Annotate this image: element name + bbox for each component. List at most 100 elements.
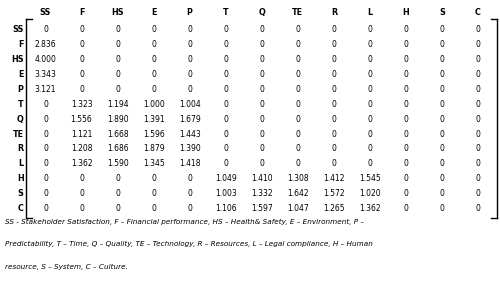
Text: 0: 0 xyxy=(440,25,444,34)
Text: 0: 0 xyxy=(151,55,156,64)
Text: 0: 0 xyxy=(224,159,228,168)
Text: 2.836: 2.836 xyxy=(34,40,56,49)
Text: 0: 0 xyxy=(440,115,444,124)
Text: 0: 0 xyxy=(187,85,192,94)
Text: L: L xyxy=(18,159,24,168)
Text: 0: 0 xyxy=(260,159,264,168)
Text: 0: 0 xyxy=(368,40,372,49)
Text: 1.443: 1.443 xyxy=(179,130,201,139)
Text: 1.000: 1.000 xyxy=(143,100,165,109)
Text: 1.194: 1.194 xyxy=(107,100,128,109)
Text: 0: 0 xyxy=(296,115,300,124)
Text: 0: 0 xyxy=(296,130,300,139)
Text: TE: TE xyxy=(292,8,304,17)
Text: 1.265: 1.265 xyxy=(323,204,344,213)
Text: resource, S – System, C – Culture.: resource, S – System, C – Culture. xyxy=(5,263,128,270)
Text: 0: 0 xyxy=(296,70,300,79)
Text: 0: 0 xyxy=(187,204,192,213)
Text: 0: 0 xyxy=(368,115,372,124)
Text: 0: 0 xyxy=(43,144,48,153)
Text: 0: 0 xyxy=(404,204,408,213)
Text: 0: 0 xyxy=(79,174,84,183)
Text: 0: 0 xyxy=(260,100,264,109)
Text: 0: 0 xyxy=(151,204,156,213)
Text: 0: 0 xyxy=(224,55,228,64)
Text: 1.121: 1.121 xyxy=(71,130,92,139)
Text: 0: 0 xyxy=(79,55,84,64)
Text: R: R xyxy=(331,8,337,17)
Text: 0: 0 xyxy=(440,159,444,168)
Text: L: L xyxy=(368,8,372,17)
Text: 0: 0 xyxy=(476,40,480,49)
Text: 0: 0 xyxy=(151,70,156,79)
Text: 1.049: 1.049 xyxy=(215,174,236,183)
Text: 1.020: 1.020 xyxy=(359,189,380,198)
Text: 0: 0 xyxy=(151,85,156,94)
Text: 0: 0 xyxy=(151,174,156,183)
Text: SS - Stakeholder Satisfaction, F – Financial performance, HS – Health& Safety, E: SS - Stakeholder Satisfaction, F – Finan… xyxy=(5,219,364,225)
Text: 0: 0 xyxy=(187,189,192,198)
Text: 0: 0 xyxy=(440,40,444,49)
Text: 0: 0 xyxy=(115,25,120,34)
Text: 0: 0 xyxy=(476,55,480,64)
Text: 0: 0 xyxy=(260,70,264,79)
Text: S: S xyxy=(439,8,445,17)
Text: 1.390: 1.390 xyxy=(179,144,201,153)
Text: 0: 0 xyxy=(404,85,408,94)
Text: 1.596: 1.596 xyxy=(143,130,165,139)
Text: 0: 0 xyxy=(296,25,300,34)
Text: 0: 0 xyxy=(404,70,408,79)
Text: 0: 0 xyxy=(476,25,480,34)
Text: 0: 0 xyxy=(224,40,228,49)
Text: 0: 0 xyxy=(260,130,264,139)
Text: 0: 0 xyxy=(332,70,336,79)
Text: 0: 0 xyxy=(260,40,264,49)
Text: 0: 0 xyxy=(260,85,264,94)
Text: 1.879: 1.879 xyxy=(143,144,165,153)
Text: HS: HS xyxy=(11,55,24,64)
Text: 0: 0 xyxy=(404,130,408,139)
Text: 0: 0 xyxy=(296,100,300,109)
Text: 0: 0 xyxy=(115,189,120,198)
Text: 0: 0 xyxy=(332,130,336,139)
Text: 0: 0 xyxy=(332,25,336,34)
Text: 0: 0 xyxy=(368,55,372,64)
Text: 0: 0 xyxy=(115,40,120,49)
Text: 0: 0 xyxy=(440,70,444,79)
Text: 1.362: 1.362 xyxy=(70,159,92,168)
Text: 0: 0 xyxy=(43,189,48,198)
Text: 0: 0 xyxy=(476,204,480,213)
Text: 1.572: 1.572 xyxy=(323,189,344,198)
Text: 1.308: 1.308 xyxy=(287,174,308,183)
Text: 0: 0 xyxy=(43,174,48,183)
Text: 0: 0 xyxy=(404,40,408,49)
Text: 0: 0 xyxy=(296,40,300,49)
Text: 1.362: 1.362 xyxy=(359,204,380,213)
Text: 0: 0 xyxy=(368,144,372,153)
Text: Predictability, T – Time, Q – Quality, TE – Technology, R – Resources, L – Legal: Predictability, T – Time, Q – Quality, T… xyxy=(5,241,373,247)
Text: 0: 0 xyxy=(368,85,372,94)
Text: 0: 0 xyxy=(404,144,408,153)
Text: 0: 0 xyxy=(115,55,120,64)
Text: 1.686: 1.686 xyxy=(107,144,128,153)
Text: SS: SS xyxy=(12,25,24,34)
Text: P: P xyxy=(18,85,24,94)
Text: 1.412: 1.412 xyxy=(323,174,344,183)
Text: 1.679: 1.679 xyxy=(179,115,201,124)
Text: 0: 0 xyxy=(224,144,228,153)
Text: 0: 0 xyxy=(440,204,444,213)
Text: 0: 0 xyxy=(332,159,336,168)
Text: 1.418: 1.418 xyxy=(179,159,201,168)
Text: E: E xyxy=(151,8,156,17)
Text: 0: 0 xyxy=(224,85,228,94)
Text: 0: 0 xyxy=(404,100,408,109)
Text: HS: HS xyxy=(112,8,124,17)
Text: 1.391: 1.391 xyxy=(143,115,165,124)
Text: 0: 0 xyxy=(476,174,480,183)
Text: 0: 0 xyxy=(187,174,192,183)
Text: 0: 0 xyxy=(224,115,228,124)
Text: 0: 0 xyxy=(260,25,264,34)
Text: 0: 0 xyxy=(260,144,264,153)
Text: 1.642: 1.642 xyxy=(287,189,308,198)
Text: 0: 0 xyxy=(260,55,264,64)
